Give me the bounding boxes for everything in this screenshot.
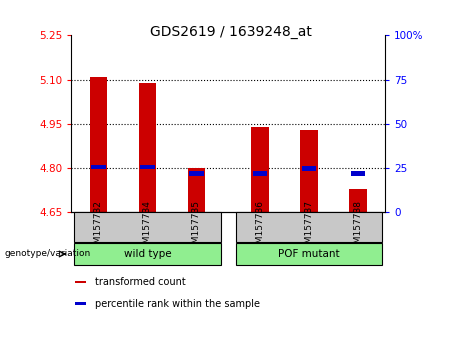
Text: GSM157737: GSM157737 [305,200,313,255]
Bar [236,243,383,265]
Text: GDS2619 / 1639248_at: GDS2619 / 1639248_at [149,25,312,39]
Bar [349,189,366,212]
Bar [251,127,269,212]
Text: wild type: wild type [124,249,171,259]
Bar [301,130,318,212]
Bar [90,77,107,212]
Text: GSM157734: GSM157734 [143,200,152,255]
Text: POF mutant: POF mutant [278,249,340,259]
Bar [75,280,86,283]
Text: transformed count: transformed count [95,277,186,287]
Text: GSM157732: GSM157732 [94,200,103,255]
Bar [253,171,267,176]
Text: GSM157738: GSM157738 [354,200,362,255]
Text: genotype/variation: genotype/variation [5,250,91,258]
Bar [188,168,205,212]
Bar [351,171,365,176]
Bar [75,302,86,305]
Bar [140,165,155,169]
Text: percentile rank within the sample: percentile rank within the sample [95,298,260,309]
Bar [236,212,383,242]
Text: GSM157735: GSM157735 [192,200,201,255]
Bar [189,171,204,176]
Text: GSM157736: GSM157736 [255,200,265,255]
Bar [91,165,106,169]
Bar [74,243,221,265]
Bar [139,82,156,212]
Bar [74,212,221,242]
Bar [301,166,316,171]
